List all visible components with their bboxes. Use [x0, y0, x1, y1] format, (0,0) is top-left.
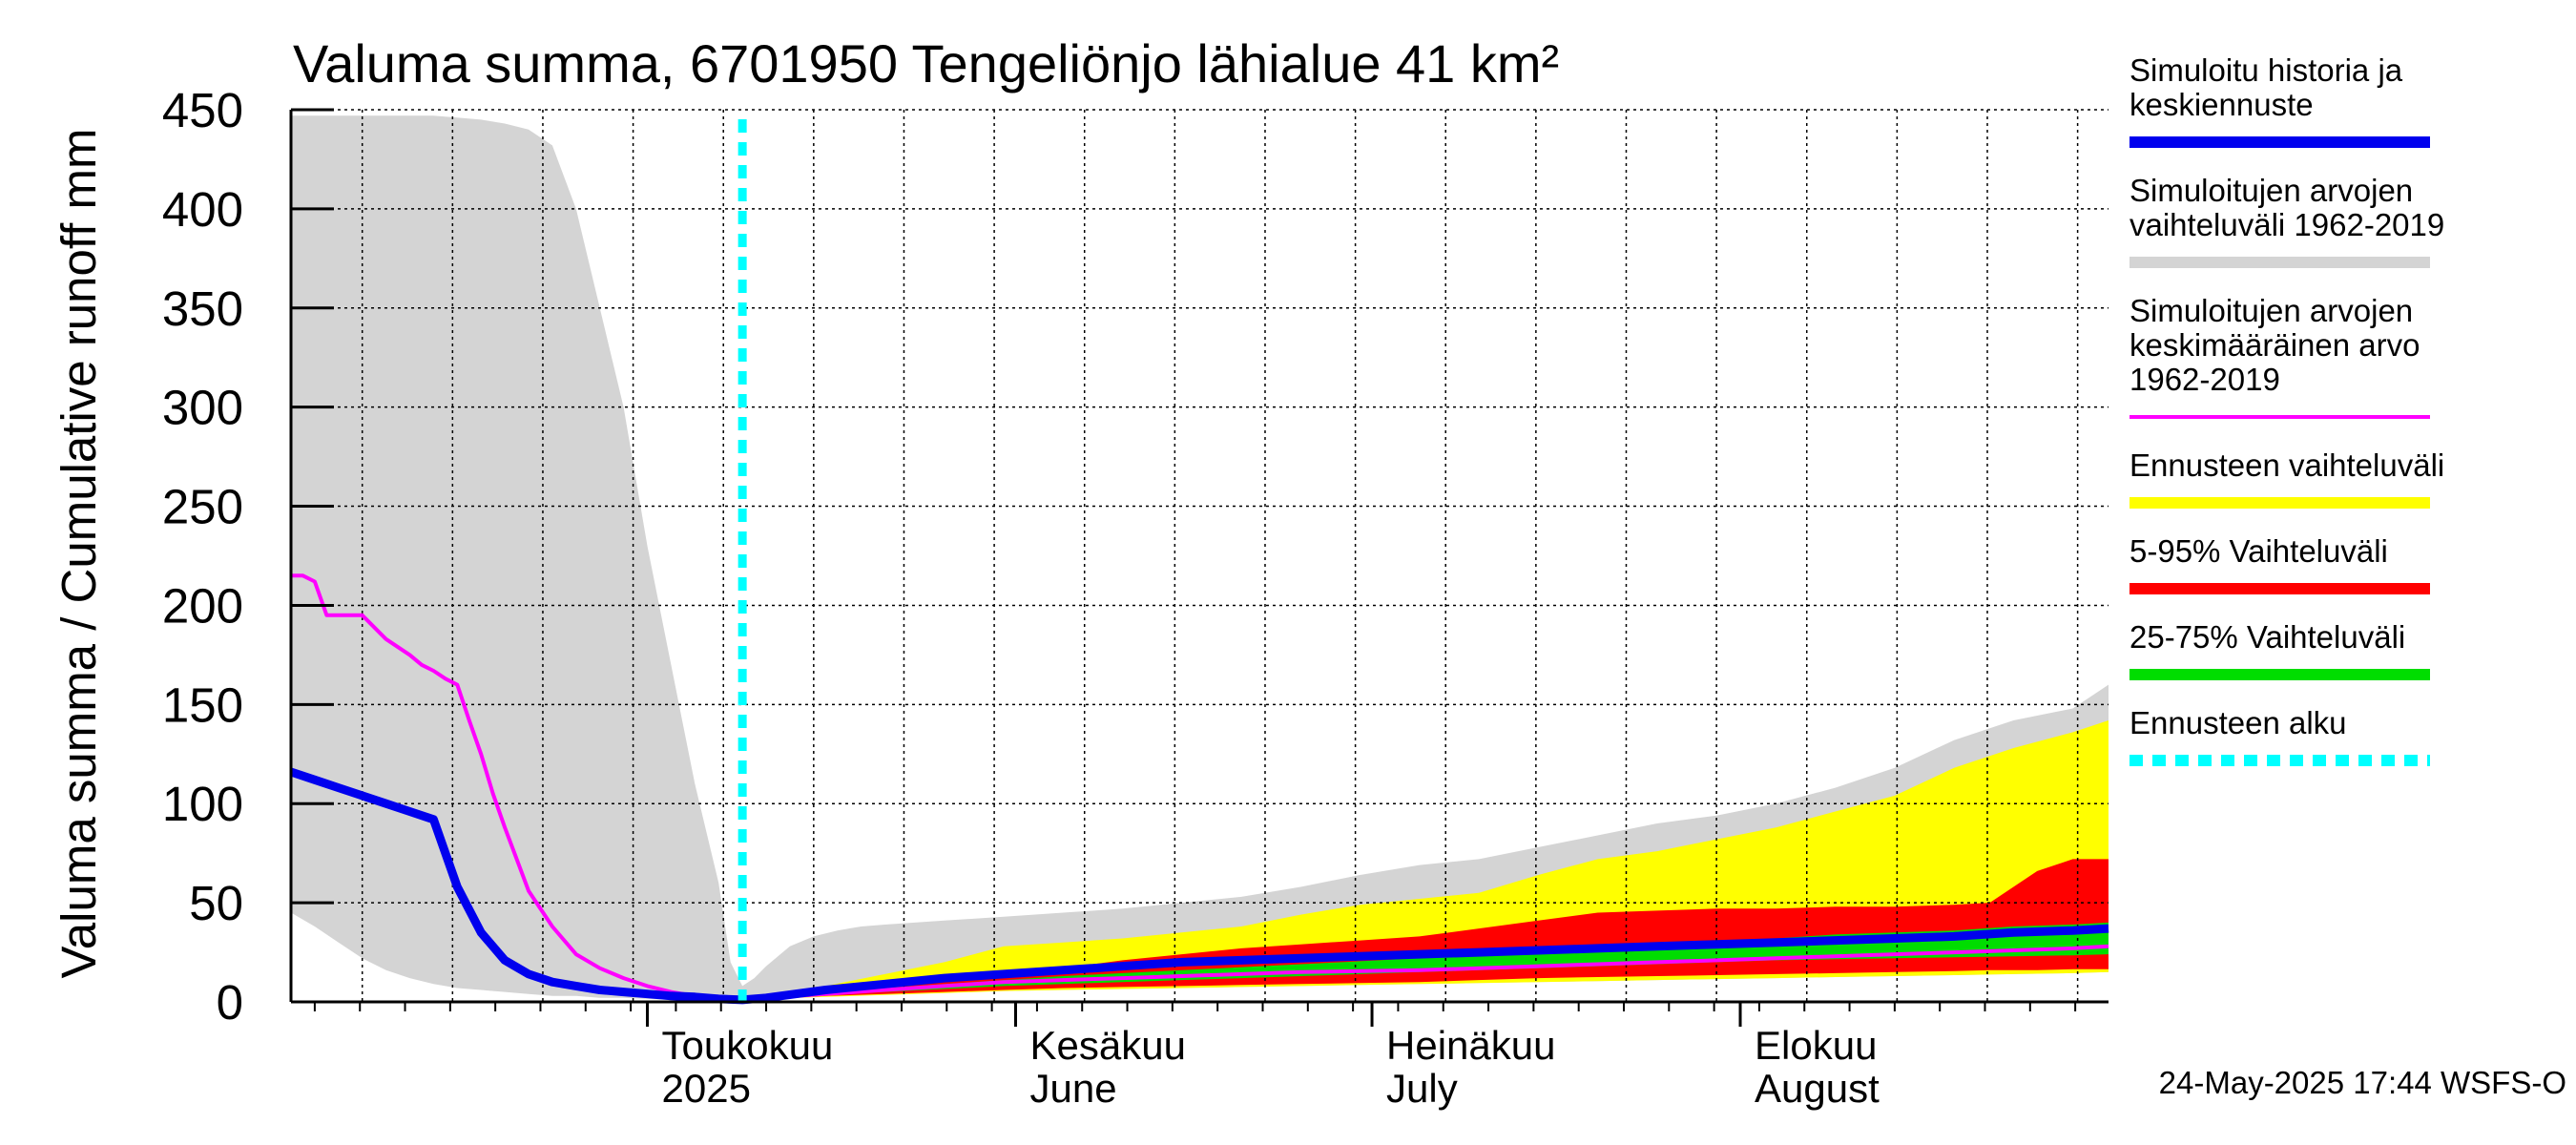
legend-text-3: Ennusteen vaihteluväli: [2129, 448, 2444, 483]
legend-text-2: keskimääräinen arvo: [2129, 327, 2420, 363]
y-tick-label-150: 150: [162, 677, 243, 732]
legend-text-5: 25-75% Vaihteluväli: [2129, 619, 2405, 655]
x-month-label-0: Toukokuu: [662, 1023, 834, 1068]
x-month-label-en-0: 2025: [662, 1066, 751, 1111]
y-tick-label-350: 350: [162, 281, 243, 336]
y-tick-label-50: 50: [189, 876, 243, 930]
legend-text-1: vaihteluväli 1962-2019: [2129, 207, 2444, 242]
footer-timestamp: 24-May-2025 17:44 WSFS-O: [2159, 1065, 2566, 1100]
series-line-1: [289, 767, 2109, 1005]
x-month-label-2: Heinäkuu: [1386, 1023, 1555, 1068]
y-tick-label-250: 250: [162, 480, 243, 534]
legend-text-4: 5-95% Vaihteluväli: [2129, 533, 2388, 569]
series-lines: [289, 119, 2109, 1005]
legend-text-2: 1962-2019: [2129, 362, 2280, 397]
y-tick-label-200: 200: [162, 578, 243, 633]
y-tick-label-100: 100: [162, 777, 243, 831]
x-month-label-en-2: July: [1386, 1066, 1458, 1111]
y-tick-label-400: 400: [162, 182, 243, 237]
y-tick-label-0: 0: [217, 975, 243, 1030]
legend-text-6: Ennusteen alku: [2129, 705, 2347, 740]
y-tick-label-450: 450: [162, 83, 243, 137]
grid-lines: [291, 109, 2109, 1002]
x-month-label-en-3: August: [1755, 1066, 1880, 1111]
legend-text-0: keskiennuste: [2129, 87, 2314, 122]
band-2: [742, 859, 2109, 1000]
x-month-label-en-1: June: [1030, 1066, 1117, 1111]
x-month-label-3: Elokuu: [1755, 1023, 1877, 1068]
legend-text-2: Simuloitujen arvojen: [2129, 293, 2413, 328]
y-tick-label-300: 300: [162, 381, 243, 435]
y-axis-label: Valuma summa / Cumulative runoff mm: [52, 129, 106, 979]
legend-text-1: Simuloitujen arvojen: [2129, 173, 2413, 208]
chart-title: Valuma summa, 6701950 Tengeliönjo lähial…: [293, 33, 1559, 94]
legend-text-0: Simuloitu historia ja: [2129, 52, 2403, 88]
x-month-label-1: Kesäkuu: [1030, 1023, 1186, 1068]
